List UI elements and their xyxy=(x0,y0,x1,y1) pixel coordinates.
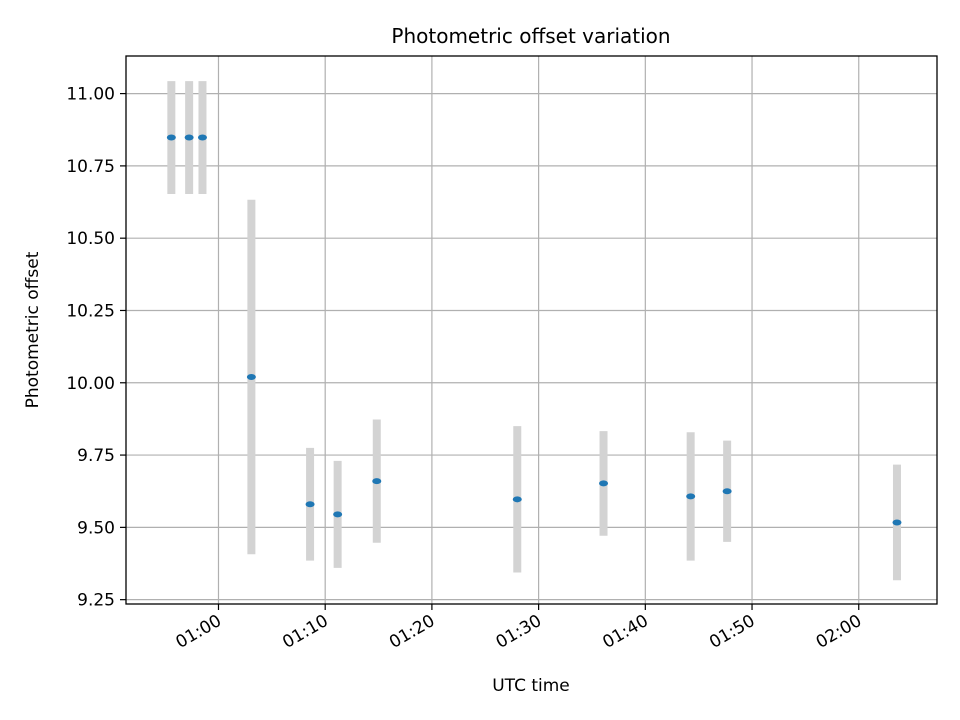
data-point xyxy=(333,511,343,518)
x-tick-label: 01:50 xyxy=(706,611,758,653)
data-point xyxy=(892,519,902,526)
data-point xyxy=(372,478,382,485)
data-point xyxy=(166,134,176,141)
y-axis-ticks: 9.25 9.50 9.75 10.00 10.25 10.50 10.75 11.00 xyxy=(66,85,126,611)
data-point xyxy=(512,496,522,503)
y-tick-label: 9.25 xyxy=(77,591,115,611)
data-point xyxy=(599,480,609,487)
x-tick-label: 01:40 xyxy=(599,611,651,653)
x-tick-label: 01:00 xyxy=(173,611,225,653)
data-point xyxy=(246,373,256,380)
plot-area-frame xyxy=(125,55,938,605)
x-axis-title: UTC time xyxy=(492,676,570,696)
y-tick-label: 10.25 xyxy=(66,301,115,321)
data-point xyxy=(722,488,732,495)
data-point xyxy=(305,501,315,508)
chart-title: Photometric offset variation xyxy=(391,24,670,48)
x-tick-label: 01:20 xyxy=(386,611,438,653)
x-tick-label: 02:00 xyxy=(813,611,865,653)
y-tick-label: 9.50 xyxy=(77,518,115,538)
data-point xyxy=(184,134,194,141)
data-points xyxy=(166,134,902,526)
y-axis-title: Photometric offset xyxy=(23,251,43,408)
grid-lines xyxy=(126,56,937,604)
x-tick-label: 01:10 xyxy=(279,611,331,653)
data-point xyxy=(197,134,207,141)
y-tick-label: 10.50 xyxy=(66,229,115,249)
x-tick-label: 01:30 xyxy=(493,611,545,653)
x-axis-ticks: 01:00 01:10 01:20 01:30 01:40 01:50 02:00 xyxy=(173,604,865,653)
y-tick-label: 11.00 xyxy=(66,85,115,105)
y-tick-label: 10.75 xyxy=(66,157,115,177)
y-tick-label: 10.00 xyxy=(66,374,115,394)
y-tick-label: 9.75 xyxy=(77,446,115,466)
data-point xyxy=(686,493,696,500)
error-bars xyxy=(167,81,901,581)
